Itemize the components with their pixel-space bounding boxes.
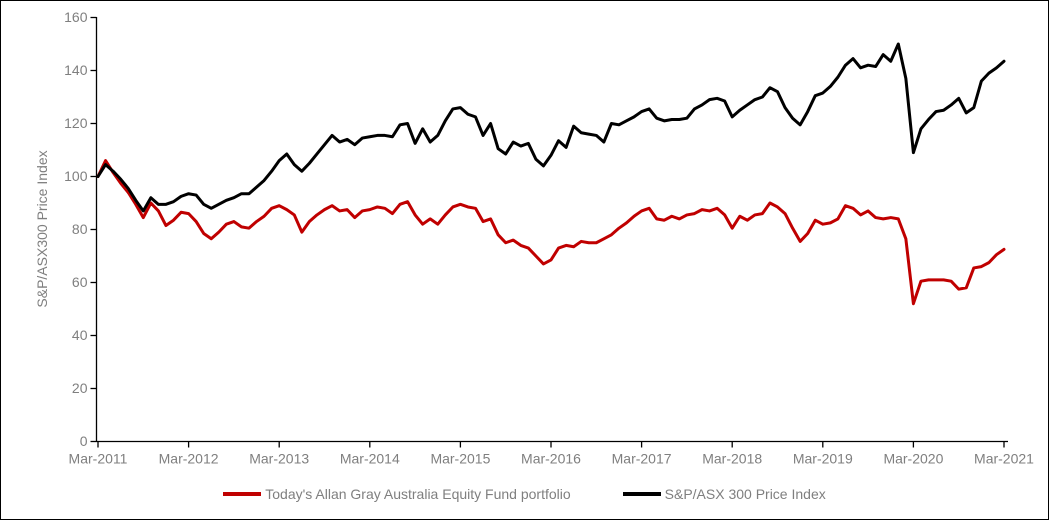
- y-tick-label: 140: [64, 62, 88, 78]
- legend: Today's Allan Gray Australia Equity Fund…: [1, 483, 1048, 505]
- x-tick-label: Mar-2016: [521, 451, 581, 467]
- legend-swatch-index: [622, 492, 661, 496]
- y-tick-label: 20: [72, 380, 88, 396]
- data-series: [96, 42, 1006, 306]
- index-line-series: [96, 42, 1006, 213]
- x-tick-label: Mar-2012: [159, 451, 219, 467]
- y-tick-label: 160: [64, 9, 88, 25]
- portfolio-line-series: [96, 159, 1006, 306]
- x-tick-label: Mar-2020: [883, 451, 943, 467]
- y-tick-label: 40: [72, 327, 88, 343]
- y-tick-label: 120: [64, 115, 88, 131]
- x-axis: Mar-2011 Mar-2012 Mar-2013 Mar-2014 Mar-2015…: [69, 440, 1034, 467]
- y-tick-label: 80: [72, 221, 88, 237]
- legend-label-portfolio: Today's Allan Gray Australia Equity Fund…: [265, 486, 571, 502]
- y-tick-label: 100: [64, 168, 88, 184]
- y-axis: 0 20 40 60 80 100 120 140 160: [64, 9, 98, 449]
- legend-swatch-portfolio: [223, 492, 262, 496]
- y-axis-title: S&P/ASX300 Price Index: [34, 150, 50, 307]
- x-tick-label: Mar-2011: [69, 451, 128, 467]
- legend-label-index: S&P/ASX 300 Price Index: [664, 486, 826, 502]
- x-tick-label: Mar-2019: [793, 451, 853, 467]
- y-tick-label: 0: [80, 433, 88, 449]
- x-tick-label: Mar-2015: [430, 451, 490, 467]
- legend-item-index: S&P/ASX 300 Price Index: [622, 486, 826, 502]
- x-tick-label: Mar-2013: [249, 451, 309, 467]
- legend-item-portfolio: Today's Allan Gray Australia Equity Fund…: [223, 486, 571, 502]
- y-tick-label: 60: [72, 274, 88, 290]
- x-tick-label: Mar-2017: [612, 451, 672, 467]
- x-tick-label: Mar-2021: [974, 451, 1034, 467]
- x-tick-label: Mar-2018: [702, 451, 762, 467]
- x-tick-label: Mar-2014: [340, 451, 400, 467]
